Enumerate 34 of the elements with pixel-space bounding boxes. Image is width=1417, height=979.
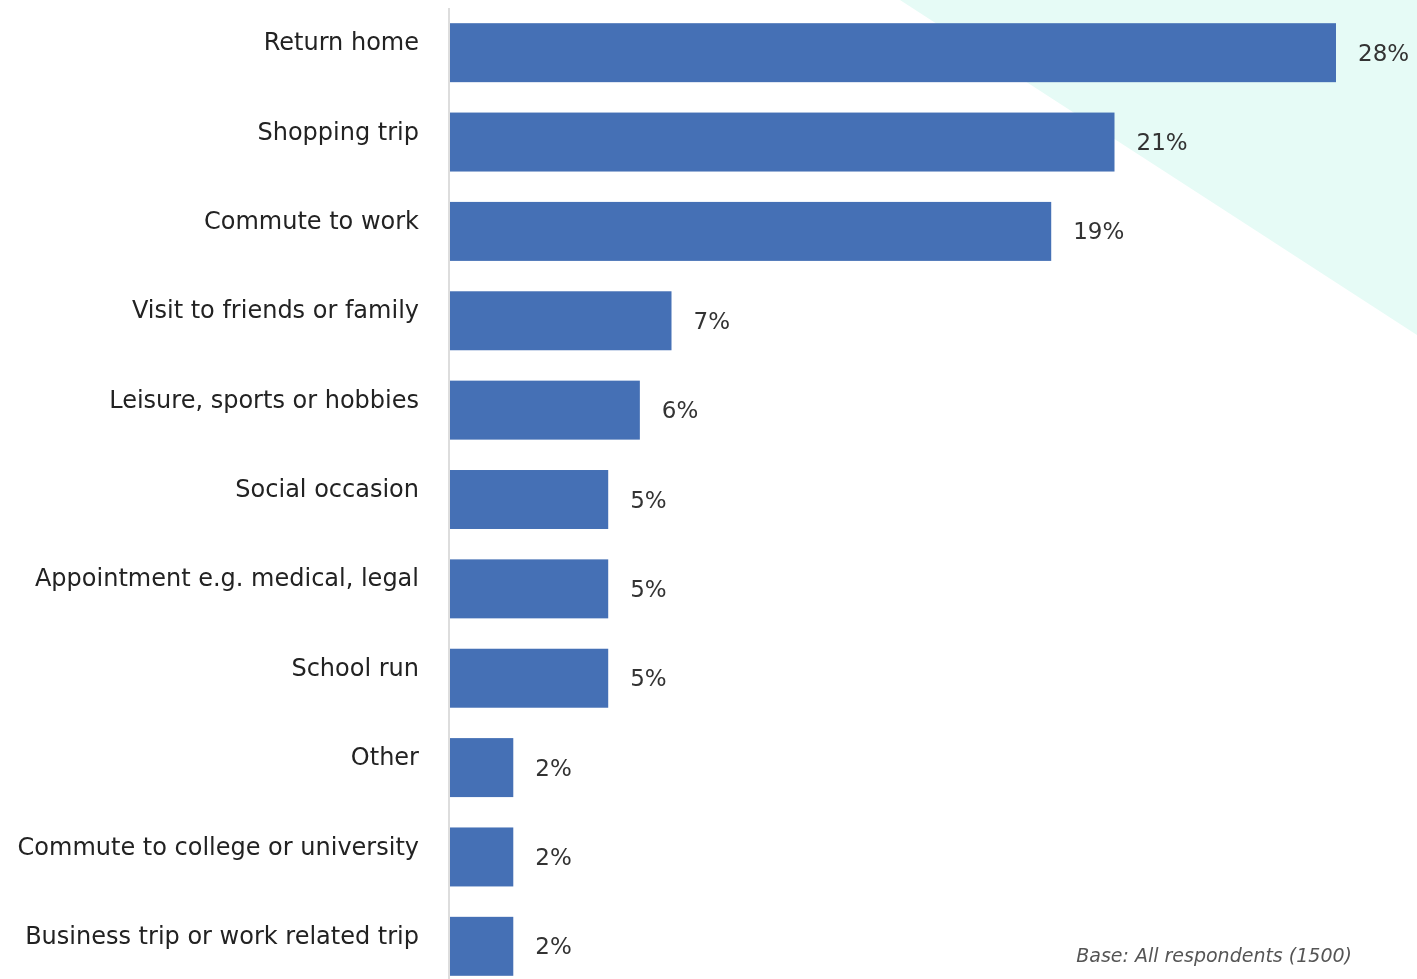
- bar: [450, 916, 514, 976]
- data-label: 21%: [1136, 129, 1188, 156]
- data-label: 19%: [1073, 218, 1125, 245]
- y-tick-label: Return home: [263, 28, 419, 57]
- data-label: 6%: [661, 397, 699, 424]
- data-label: 28%: [1358, 39, 1410, 66]
- bar: [450, 648, 609, 708]
- bar: [450, 291, 672, 351]
- bar: [450, 380, 640, 440]
- bar: [450, 738, 514, 798]
- y-tick-label: Social occasion: [235, 475, 419, 504]
- y-tick-label: Other: [350, 743, 420, 772]
- annotation: Base: All respondents (1500): [1076, 944, 1352, 966]
- data-label: 5%: [630, 575, 667, 602]
- bar: [450, 559, 609, 619]
- data-label: 2%: [535, 754, 572, 781]
- bar: [450, 112, 1115, 172]
- y-tick-label: Appointment e.g. medical, legal: [34, 564, 419, 593]
- data-label: 5%: [630, 486, 667, 513]
- bar: [450, 827, 514, 887]
- data-label: 5%: [630, 665, 667, 692]
- data-label: 2%: [535, 933, 572, 960]
- y-tick-label: Commute to work: [203, 207, 420, 236]
- y-tick-label: School run: [291, 653, 419, 682]
- bar: [450, 23, 1336, 83]
- bar: [450, 201, 1052, 261]
- bar: [450, 470, 609, 529]
- y-tick-label: Shopping trip: [257, 117, 419, 146]
- y-tick-label: Leisure, sports or hobbies: [109, 385, 419, 414]
- y-tick-label: Commute to college or university: [17, 832, 419, 861]
- data-label: 7%: [693, 307, 730, 334]
- y-tick-label: Business trip or work related trip: [25, 921, 419, 950]
- y-tick-label: Visit to friends or family: [131, 296, 419, 325]
- data-label: 2%: [535, 843, 572, 870]
